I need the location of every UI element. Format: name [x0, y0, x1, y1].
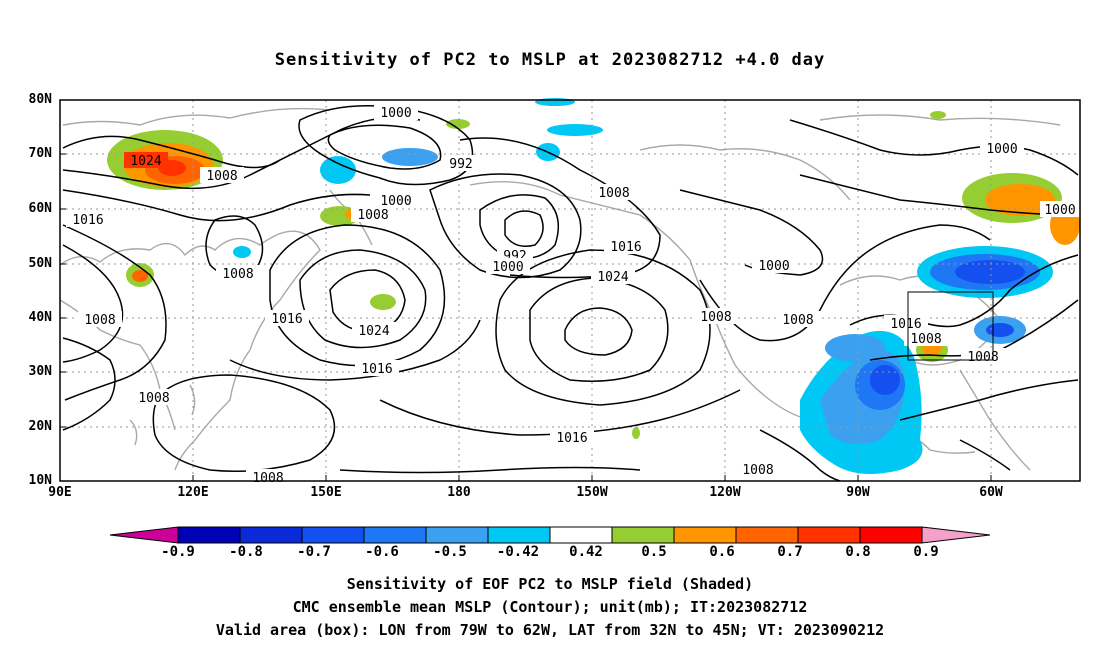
contour-label: 1008: [138, 391, 169, 406]
map-frame: [59, 99, 1081, 482]
contour-label: 1016: [556, 431, 587, 446]
colorbar-segment: [673, 526, 737, 544]
colorbar-extend-high: [921, 526, 991, 544]
contour-label: 1016: [890, 317, 921, 332]
contour-label: 1016: [72, 213, 103, 228]
contour-label: 1008: [357, 208, 388, 223]
contour-label: 1024: [597, 270, 628, 285]
contour-label: 1000: [380, 194, 411, 209]
contour-label: 1016: [610, 240, 641, 255]
contour-label: 1008: [598, 186, 629, 201]
lon-label: 120E: [177, 485, 209, 500]
caption-line-2: CMC ensemble mean MSLP (Contour); unit(m…: [292, 598, 808, 616]
colorbar-segment: [301, 526, 365, 544]
colorbar-segment: [859, 526, 923, 544]
caption-line-1: Sensitivity of EOF PC2 to MSLP field (Sh…: [346, 575, 754, 593]
lon-label: 90W: [846, 485, 870, 500]
colorbar-label: -0.42: [496, 544, 540, 560]
colorbar-label: 0.7: [777, 544, 803, 560]
colorbar-label: 0.9: [913, 544, 939, 560]
contour-label: 1016: [271, 312, 302, 327]
colorbar-segment: [363, 526, 427, 544]
colorbar-extend-low: [109, 526, 179, 544]
map-title: Sensitivity of PC2 to MSLP at 2023082712…: [274, 50, 826, 70]
contour-label: 1024: [358, 324, 389, 339]
colorbar: [109, 526, 991, 544]
contour-label: 992: [449, 157, 472, 172]
lat-label: 40N: [28, 310, 52, 325]
contour-labels: 1024 1008 1016 1008 1008 1008 1000 992 1…: [66, 104, 1080, 486]
colorbar-segment: [549, 526, 613, 544]
lon-label: 60W: [979, 485, 1003, 500]
colorbar-label: -0.6: [365, 544, 399, 560]
lat-label: 80N: [28, 92, 52, 107]
colorbar-label: -0.8: [229, 544, 263, 560]
contour-label: 1000: [758, 259, 789, 274]
contour-label: 1008: [700, 310, 731, 325]
contour-label: 1000: [986, 142, 1017, 157]
colorbar-label: -0.5: [433, 544, 467, 560]
contour-label: 1000: [380, 106, 411, 121]
contour-label: 1008: [222, 267, 253, 282]
graticule: [60, 100, 1080, 481]
colorbar-segment: [177, 526, 241, 544]
colorbar-label: 0.8: [845, 544, 871, 560]
contour-label: 1024: [130, 154, 161, 169]
contour-label: 1008: [742, 463, 773, 478]
colorbar-label: 0.42: [569, 544, 603, 560]
contour-label: 1008: [967, 350, 998, 365]
valid-area-box: [907, 291, 994, 361]
contour-label: 1008: [84, 313, 115, 328]
colorbar-segment: [797, 526, 861, 544]
colorbar-segment: [239, 526, 303, 544]
negative-anomaly-siberia: [320, 156, 356, 184]
lon-label: 180: [447, 485, 471, 500]
contour-label: 1016: [361, 362, 392, 377]
contour-label: 1008: [252, 471, 283, 486]
lat-label: 50N: [28, 256, 52, 271]
lat-label: 10N: [28, 473, 52, 488]
colorbar-segment: [425, 526, 489, 544]
colorbar-label: 0.6: [709, 544, 735, 560]
contour-label: 1008: [910, 332, 941, 347]
colorbar-segment: [487, 526, 551, 544]
lon-label: 150W: [576, 485, 608, 500]
lon-label: 150E: [310, 485, 342, 500]
contour-label: 1000: [492, 260, 523, 275]
contour-label: 1000: [1044, 203, 1075, 218]
lat-label: 60N: [28, 201, 52, 216]
colorbar-label: 0.5: [641, 544, 667, 560]
lat-label: 70N: [28, 146, 52, 161]
contour-label: 1008: [206, 169, 237, 184]
colorbar-segment: [611, 526, 675, 544]
contour-label: 1008: [782, 313, 813, 328]
colorbar-label: -0.9: [161, 544, 195, 560]
lat-label: 30N: [28, 364, 52, 379]
lat-label: 20N: [28, 419, 52, 434]
colorbar-label: -0.7: [297, 544, 331, 560]
positive-anomaly-pacific: [370, 294, 396, 310]
colorbar-segment: [735, 526, 799, 544]
lon-label: 120W: [709, 485, 741, 500]
axis-ticks: [60, 99, 992, 481]
caption-line-3: Valid area (box): LON from 79W to 62W, L…: [215, 621, 885, 639]
lon-label: 90E: [48, 485, 72, 500]
